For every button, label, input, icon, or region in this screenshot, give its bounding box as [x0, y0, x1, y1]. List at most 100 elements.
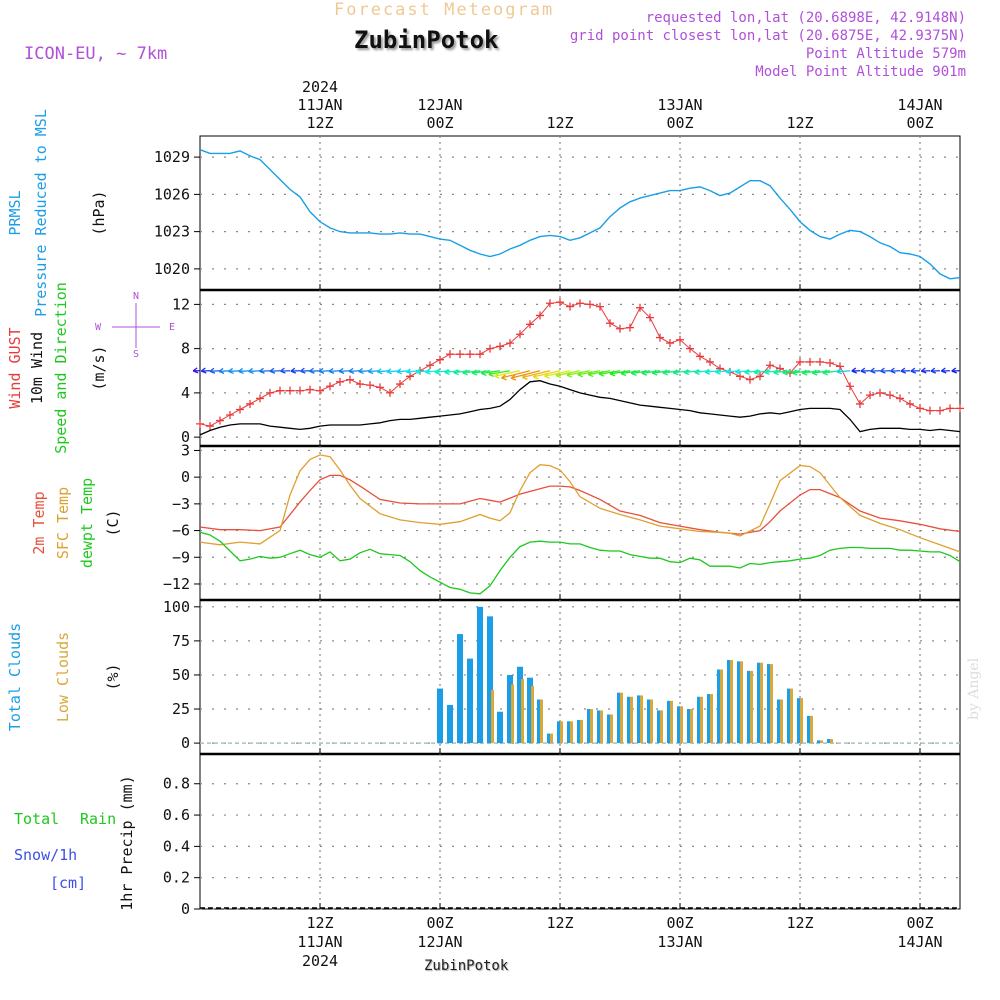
gust-marker	[646, 313, 654, 322]
wind-arrow-head	[269, 367, 276, 374]
ytick-label-clouds: 25	[172, 700, 190, 718]
low-cloud-bar	[760, 662, 763, 744]
low-cloud-bar	[610, 714, 613, 744]
total-cloud-bar	[827, 739, 830, 744]
ylabel-ms: (m/s)	[90, 345, 108, 390]
bottom-time-hour: 00Z	[426, 914, 453, 932]
low-cloud-bar	[521, 679, 524, 744]
wind-arrow-head	[801, 369, 808, 376]
total-cloud-bar	[697, 696, 700, 744]
wind-arrow-head	[744, 368, 750, 375]
gust-marker	[606, 319, 614, 328]
wind-arrow-head	[920, 367, 927, 374]
total-cloud-bar	[657, 710, 660, 744]
top-time-year: 2024	[302, 78, 338, 96]
total-cloud-bar	[467, 658, 473, 744]
gust-marker	[526, 320, 534, 329]
wind-arrow	[494, 370, 521, 377]
low-cloud-bar	[560, 721, 563, 744]
wind-arrow	[735, 370, 751, 373]
gust-marker	[486, 344, 494, 353]
total-cloud-bar	[787, 688, 790, 744]
bottom-time-date: 13JAN	[657, 933, 702, 951]
wind-arrow-head	[228, 367, 234, 375]
low-cloud-bar	[540, 699, 543, 744]
top-time-hour: 12Z	[306, 114, 333, 132]
wind-arrow-head	[396, 368, 403, 375]
gust-marker	[626, 323, 634, 332]
total-cloud-bar	[647, 699, 650, 744]
pressure-line	[199, 149, 961, 280]
requested-coords: requested lon,lat (20.6898E, 42.9148N)	[645, 10, 966, 26]
total-cloud-bar	[487, 616, 493, 744]
wind-arrow-head	[248, 367, 254, 375]
total-cloud-bar	[507, 674, 513, 744]
ytick-label-temperature: −9	[172, 548, 190, 566]
wind-arrow-head	[510, 374, 517, 381]
gust-marker	[566, 302, 574, 311]
ytick-label-precip: 0.4	[163, 837, 190, 855]
wind-arrow	[620, 370, 641, 375]
total-cloud-bar	[747, 670, 750, 744]
ytick-label-clouds: 50	[172, 666, 190, 684]
gust-marker	[556, 298, 564, 307]
wind-arrow-head	[836, 368, 843, 375]
total-cloud-bar	[707, 694, 710, 744]
gust-marker	[796, 357, 804, 366]
gust-marker	[806, 357, 814, 366]
ylabel-total-clouds: Total Clouds	[6, 623, 24, 731]
gust-marker	[886, 391, 894, 400]
gust-line	[199, 301, 960, 427]
wind-arrow-head	[940, 367, 947, 374]
wind-arrow-head	[577, 371, 584, 378]
gust-marker	[546, 299, 554, 308]
gust-marker	[286, 386, 294, 395]
gust-marker	[236, 405, 244, 414]
top-time-date: 14JAN	[897, 96, 942, 114]
low-cloud-bar	[810, 715, 813, 744]
wind-arrow	[434, 370, 451, 373]
gust-marker	[936, 406, 944, 415]
ytick-label-wind: 8	[181, 340, 190, 358]
wind-arrow	[219, 370, 231, 373]
wind-arrow-head	[715, 368, 721, 375]
gust-marker	[706, 357, 714, 366]
low-cloud-bar	[750, 670, 753, 744]
wind-arrow-head	[532, 373, 539, 380]
wind-arrow	[319, 370, 331, 373]
low-cloud-bar	[820, 740, 823, 744]
low-cloud-bar	[830, 739, 833, 744]
wind-arrow	[453, 370, 471, 374]
wind-arrow-head	[735, 368, 741, 375]
low-cloud-bar	[800, 698, 803, 744]
wind-arrow	[641, 370, 661, 374]
wind-arrow	[472, 370, 491, 374]
wind-arrow-head	[338, 367, 345, 374]
wind-arrow-head	[376, 368, 383, 375]
wind-arrow-head	[782, 369, 788, 376]
gust-marker	[336, 377, 344, 386]
wind-arrow-head	[425, 368, 431, 375]
wind-arrow-head	[620, 370, 627, 377]
gust-marker	[876, 388, 884, 397]
gust-marker	[396, 380, 404, 389]
wind-arrow-head	[851, 367, 857, 374]
wind-arrow	[488, 370, 511, 376]
wind-arrow-head	[544, 372, 550, 379]
gust-marker	[766, 361, 774, 370]
low-cloud-bar	[640, 695, 643, 744]
gust-marker	[536, 311, 544, 320]
ylabel-c: (C)	[104, 509, 122, 536]
wind-arrow-head	[358, 367, 364, 375]
gust-marker	[926, 406, 934, 415]
top-time-date: 13JAN	[657, 96, 702, 114]
ytick-label-pressure: 1029	[154, 148, 190, 166]
gust-marker	[316, 386, 324, 395]
wind-arrow-head	[598, 370, 605, 377]
gust-marker	[746, 375, 754, 384]
gust-marker	[456, 350, 464, 359]
wind-arrow-head	[328, 367, 335, 374]
compass-n: N	[133, 291, 139, 302]
ytick-label-precip: 0.8	[163, 775, 190, 793]
